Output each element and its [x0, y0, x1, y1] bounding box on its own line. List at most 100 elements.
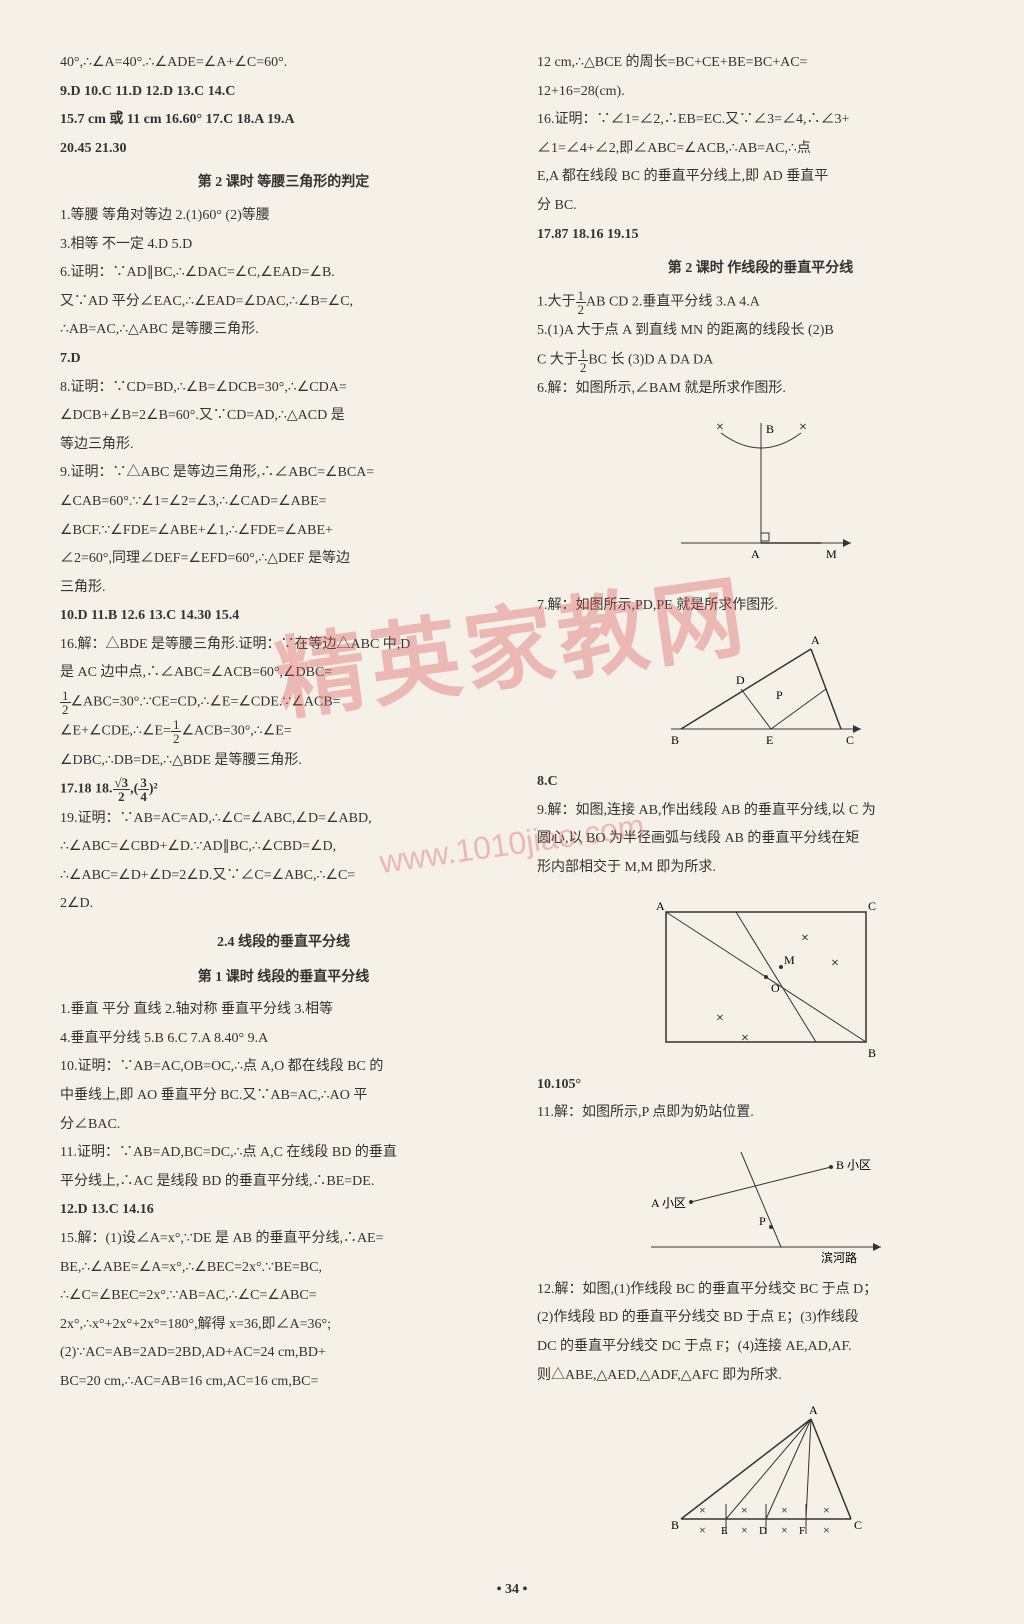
- svg-text:A: A: [809, 1403, 818, 1417]
- text-line: 2∠D.: [60, 891, 507, 918]
- text-line: 9.解：如图,连接 AB,作出线段 AB 的垂直平分线,以 C 为: [537, 798, 984, 825]
- geometry-diagram-icon: A B C D E P: [641, 629, 881, 759]
- text-line: 9.D 10.C 11.D 12.D 13.C 14.C: [60, 79, 507, 106]
- section-subtitle: 第 1 课时 线段的垂直平分线: [60, 965, 507, 992]
- text-line: ∠DBC,∴DB=DE,∴△BDE 是等腰三角形.: [60, 748, 507, 775]
- text-line: 40°,∴∠A=40°.∴∠ADE=∠A+∠C=60°.: [60, 50, 507, 77]
- svg-text:×: ×: [699, 1503, 706, 1517]
- svg-text:×: ×: [781, 1523, 788, 1537]
- text-line: 3.相等 不一定 4.D 5.D: [60, 232, 507, 259]
- text-line: 12.解：如图,(1)作线段 BC 的垂直平分线交 BC 于点 D；: [537, 1277, 984, 1304]
- text-line: 5.(1)A 大于点 A 到直线 MN 的距离的线段长 (2)B: [537, 318, 984, 345]
- text-line: 6.证明：∵AD∥BC,∴∠DAC=∠C,∠EAD=∠B.: [60, 260, 507, 287]
- figure-3: A C B M O × × × ×: [537, 892, 984, 1062]
- text-line: 分∠BAC.: [60, 1112, 507, 1139]
- text-line: 11.证明：∵AB=AD,BC=DC,∴点 A,C 在线段 BD 的垂直: [60, 1140, 507, 1167]
- text-line: 形内部相交于 M,M 即为所求.: [537, 855, 984, 882]
- svg-text:B: B: [671, 1518, 679, 1532]
- svg-text:C: C: [868, 899, 876, 913]
- svg-text:B 小区: B 小区: [836, 1158, 871, 1172]
- figure-4: A 小区 B 小区 P 滨河路: [537, 1137, 984, 1267]
- section-title: 第 2 课时 作线段的垂直平分线: [537, 256, 984, 283]
- text-line: 7.解：如图所示,PD,PE 就是所求作图形.: [537, 593, 984, 620]
- text-line: 10.105°: [537, 1072, 984, 1099]
- text-line: ∴AB=AC,∴△ABC 是等腰三角形.: [60, 317, 507, 344]
- svg-text:×: ×: [801, 931, 809, 946]
- svg-text:×: ×: [741, 1503, 748, 1517]
- section-title: 第 2 课时 等腰三角形的判定: [60, 170, 507, 197]
- text-line: 等边三角形.: [60, 432, 507, 459]
- svg-text:C: C: [854, 1518, 862, 1532]
- geometry-diagram-icon: A C B M O × × × ×: [636, 892, 886, 1062]
- text-line: DC 的垂直平分线交 DC 于点 F；(4)连接 AE,AD,AF.: [537, 1334, 984, 1361]
- text-line: 16.证明：∵∠1=∠2,∴EB=EC.又∵∠3=∠4,∴∠3+: [537, 107, 984, 134]
- svg-text:P: P: [776, 688, 783, 702]
- frac-line: 17.18 18.√32,(34)²: [60, 776, 507, 803]
- frac-line: ∠E+∠CDE,∴∠E=12∠ACB=30°,∴∠E=: [60, 718, 507, 745]
- frac-line: C 大于12BC 长 (3)D A DA DA: [537, 347, 984, 374]
- text-line: 12.D 13.C 14.16: [60, 1197, 507, 1224]
- text-line: 是 AC 边中点,∴∠ABC=∠ACB=60°,∠DBC=: [60, 660, 507, 687]
- text-line: 2x°,∴x°+2x°+2x°=180°,解得 x=36,即∠A=36°;: [60, 1312, 507, 1339]
- frac-line: 12∠ABC=30°.∵CE=CD,∴∠E=∠CDE.∵∠ACB=: [60, 689, 507, 716]
- svg-text:×: ×: [741, 1031, 749, 1046]
- text-line: 1.等腰 等角对等边 2.(1)60° (2)等腰: [60, 203, 507, 230]
- svg-text:×: ×: [741, 1523, 748, 1537]
- text-line: 圆心,以 BO 为半径画弧与线段 AB 的垂直平分线在矩: [537, 826, 984, 853]
- text-line: 分 BC.: [537, 193, 984, 220]
- text-line: ∴∠ABC=∠D+∠D=2∠D.又∵∠C=∠ABC,∴∠C=: [60, 863, 507, 890]
- text-line: 7.D: [60, 346, 507, 373]
- text-line: ∠CAB=60°.∵∠1=∠2=∠3,∴∠CAD=∠ABE=: [60, 489, 507, 516]
- svg-text:E: E: [766, 733, 773, 747]
- figure-1: B A M × ×: [537, 413, 984, 583]
- text-line: 12 cm,∴△BCE 的周长=BC+CE+BE=BC+AC=: [537, 50, 984, 77]
- text-line: ∠1=∠4+∠2,即∠ABC=∠ACB,∴AB=AC,∴点: [537, 136, 984, 163]
- text-line: 8.C: [537, 769, 984, 796]
- svg-text:M: M: [784, 953, 795, 967]
- svg-text:×: ×: [799, 420, 807, 435]
- svg-text:C: C: [846, 733, 854, 747]
- text-line: 三角形.: [60, 575, 507, 602]
- text-line: 10.D 11.B 12.6 13.C 14.30 15.4: [60, 603, 507, 630]
- svg-text:×: ×: [823, 1503, 830, 1517]
- svg-text:B: B: [766, 422, 774, 436]
- text-line: 10.证明：∵AB=AC,OB=OC,∴点 A,O 都在线段 BC 的: [60, 1054, 507, 1081]
- frac-line: 1.大于12AB CD 2.垂直平分线 3.A 4.A: [537, 289, 984, 316]
- text-line: 20.45 21.30: [60, 136, 507, 163]
- geometry-diagram-icon: A 小区 B 小区 P 滨河路: [631, 1137, 891, 1267]
- text-line: BC=20 cm,∴AC=AB=16 cm,AC=16 cm,BC=: [60, 1369, 507, 1396]
- svg-text:×: ×: [699, 1523, 706, 1537]
- text-line: 中垂线上,即 AO 垂直平分 BC.又∵AB=AC,∴AO 平: [60, 1083, 507, 1110]
- text-line: 11.解：如图所示,P 点即为奶站位置.: [537, 1100, 984, 1127]
- section-title: 2.4 线段的垂直平分线: [60, 930, 507, 957]
- svg-text:M: M: [826, 547, 837, 561]
- text-line: (2)作线段 BD 的垂直平分线交 BD 于点 E；(3)作线段: [537, 1305, 984, 1332]
- page-container: 40°,∴∠A=40°.∴∠ADE=∠A+∠C=60°. 9.D 10.C 11…: [0, 0, 1024, 1624]
- text-line: ∴∠C=∠BEC=2x°.∵AB=AC,∴∠C=∠ABC=: [60, 1283, 507, 1310]
- text-line: (2)∵AC=AB=2AD=2BD,AD+AC=24 cm,BD+: [60, 1340, 507, 1367]
- text-line: E,A 都在线段 BC 的垂直平分线上,即 AD 垂直平: [537, 164, 984, 191]
- text-line: 15.解：(1)设∠A=x°,∵DE 是 AB 的垂直平分线,∴AE=: [60, 1226, 507, 1253]
- text-line: 4.垂直平分线 5.B 6.C 7.A 8.40° 9.A: [60, 1026, 507, 1053]
- svg-text:×: ×: [831, 956, 839, 971]
- text-line: 16.解：△BDE 是等腰三角形.证明：∵在等边△ABC 中,D: [60, 632, 507, 659]
- right-column: 12 cm,∴△BCE 的周长=BC+CE+BE=BC+AC= 12+16=28…: [537, 50, 984, 1594]
- text-line: ∠DCB+∠B=2∠B=60°.又∵CD=AD,∴△ACD 是: [60, 403, 507, 430]
- svg-text:×: ×: [716, 1011, 724, 1026]
- page-number: • 34 •: [497, 1577, 528, 1604]
- left-column: 40°,∴∠A=40°.∴∠ADE=∠A+∠C=60°. 9.D 10.C 11…: [60, 50, 507, 1594]
- geometry-diagram-icon: A B C E D F × × × × × × × ×: [651, 1399, 871, 1539]
- svg-text:B: B: [868, 1046, 876, 1060]
- svg-text:D: D: [736, 673, 745, 687]
- text-line: 12+16=28(cm).: [537, 79, 984, 106]
- svg-text:F: F: [799, 1525, 805, 1537]
- svg-text:A: A: [811, 633, 820, 647]
- figure-2: A B C D E P: [537, 629, 984, 759]
- text-line: ∠2=60°,同理∠DEF=∠EFD=60°,∴△DEF 是等边: [60, 546, 507, 573]
- text-line: 6.解：如图所示,∠BAM 就是所求作图形.: [537, 376, 984, 403]
- svg-text:B: B: [671, 733, 679, 747]
- text-line: 1.垂直 平分 直线 2.轴对称 垂直平分线 3.相等: [60, 997, 507, 1024]
- text-line: 平分线上,∴AC 是线段 BD 的垂直平分线,∴BE=DE.: [60, 1169, 507, 1196]
- svg-text:×: ×: [716, 420, 724, 435]
- svg-text:D: D: [759, 1525, 767, 1537]
